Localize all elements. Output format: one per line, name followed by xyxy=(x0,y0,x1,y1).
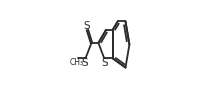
Text: CH₃: CH₃ xyxy=(70,58,84,67)
Text: S: S xyxy=(101,58,108,68)
Text: S: S xyxy=(83,21,90,31)
Text: S: S xyxy=(82,58,88,68)
